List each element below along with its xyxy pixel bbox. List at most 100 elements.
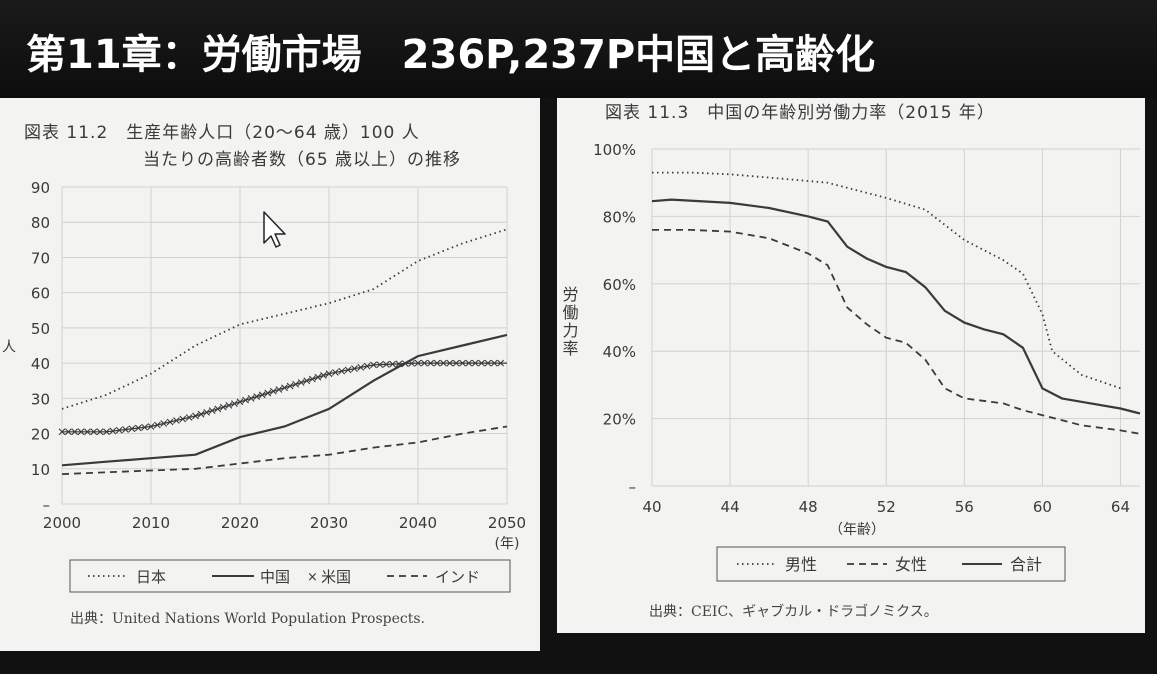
figure-11-3-caption: 図表 11.3 中国の年齢別労働力率（2015 年） bbox=[605, 103, 995, 123]
legend-label: 日本 bbox=[136, 568, 166, 586]
series-cross-marker-2 bbox=[214, 405, 222, 413]
x-axis-label: (年) bbox=[495, 536, 520, 552]
series-cross-marker-2 bbox=[225, 401, 233, 409]
series-cross-marker-2 bbox=[286, 382, 294, 390]
x-tick-label: 2000 bbox=[43, 514, 81, 532]
series-line-3 bbox=[61, 425, 508, 475]
y-tick-label: – bbox=[629, 478, 637, 496]
series-cross-marker-2 bbox=[465, 359, 473, 367]
series-cross-marker-2 bbox=[192, 412, 199, 420]
series-cross-marker-2 bbox=[84, 428, 91, 436]
series-cross-marker-2 bbox=[427, 359, 435, 367]
series-cross-marker-2 bbox=[253, 393, 261, 400]
series-cross-marker-2 bbox=[401, 360, 409, 368]
series-cross-marker-2 bbox=[275, 386, 283, 393]
series-cross-marker-2 bbox=[90, 428, 98, 436]
series-cross-marker-2 bbox=[292, 380, 300, 388]
series-cross-marker-2 bbox=[166, 418, 174, 426]
series-cross-marker-2 bbox=[197, 410, 205, 418]
slide-title: 第11章：労働市場 236P,237P中国と高齢化 bbox=[26, 32, 876, 78]
y-tick-label: 30 bbox=[31, 390, 50, 408]
x-tick-label: 44 bbox=[721, 498, 740, 516]
x-tick-label: 2050 bbox=[488, 514, 526, 532]
series-cross-marker-2 bbox=[325, 370, 333, 378]
legend-label: 男性 bbox=[785, 555, 817, 574]
y-tick-label: 80 bbox=[31, 214, 50, 232]
series-cross-marker-2 bbox=[414, 359, 422, 367]
mouse-cursor-icon bbox=[263, 211, 286, 248]
legend-box bbox=[716, 546, 1066, 582]
series-cross-marker-2 bbox=[71, 428, 79, 436]
figure-11-2-source: 出典：United Nations World Population Prosp… bbox=[70, 611, 426, 627]
legend-box bbox=[69, 559, 511, 593]
series-cross-marker-2 bbox=[103, 428, 110, 436]
y-tick-label: 20 bbox=[31, 426, 50, 444]
y-tick-label: 90 bbox=[31, 179, 50, 197]
y-tick-label: 80% bbox=[603, 208, 636, 226]
series-cross-marker-2 bbox=[281, 384, 288, 392]
series-line-1 bbox=[61, 333, 508, 467]
figure-11-2-caption-line1: 図表 11.2 生産年齢人口（20～64 歳）100 人 bbox=[24, 123, 420, 143]
y-tick-label: 20% bbox=[603, 411, 636, 429]
series-cross-marker-2 bbox=[231, 400, 238, 408]
x-tick-label: 64 bbox=[1111, 498, 1130, 516]
series-cross-marker-2 bbox=[236, 398, 244, 406]
figure-11-2-caption-line2: 当たりの高齢者数（65 歳以上）の推移 bbox=[143, 150, 462, 170]
y-tick-label: 60 bbox=[31, 285, 50, 303]
series-cross-marker-2 bbox=[351, 365, 358, 373]
series-cross-marker-2 bbox=[109, 427, 117, 435]
series-cross-marker-2 bbox=[452, 359, 460, 367]
x-tick-label: 52 bbox=[877, 498, 896, 516]
x-tick-label: 56 bbox=[955, 498, 974, 516]
series-cross-marker-2 bbox=[314, 373, 322, 381]
series-cross-marker-2 bbox=[208, 407, 216, 415]
x-tick-label: 48 bbox=[799, 498, 818, 516]
series-cross-marker-2 bbox=[459, 359, 466, 367]
series-cross-marker-2 bbox=[446, 359, 454, 367]
x-tick-label: 2020 bbox=[221, 514, 259, 532]
series-cross-marker-2 bbox=[153, 421, 161, 429]
series-cross-marker-2 bbox=[344, 366, 352, 374]
series-cross-marker-2 bbox=[128, 425, 136, 433]
y-tick-label: 60% bbox=[603, 276, 636, 294]
series-cross-marker-2 bbox=[185, 414, 193, 421]
series-cross-marker-2 bbox=[357, 363, 365, 371]
series-line-2 bbox=[651, 198, 1141, 415]
series-cross-marker-2 bbox=[122, 426, 129, 433]
series-line-1 bbox=[652, 229, 1141, 435]
y-tick-label: 40% bbox=[603, 343, 636, 361]
series-cross-marker-2 bbox=[382, 360, 390, 368]
series-cross-marker-2 bbox=[64, 428, 72, 436]
figure-11-3-source: 出典：CEIC、ギャブカル・ドラゴノミクス。 bbox=[649, 604, 938, 620]
x-axis-label: （年齢） bbox=[829, 522, 885, 538]
series-cross-marker-2 bbox=[338, 367, 346, 375]
series-cross-marker-2 bbox=[420, 359, 428, 367]
series-cross-marker-2 bbox=[173, 417, 180, 424]
series-cross-marker-2 bbox=[58, 428, 66, 436]
legend-label: 中国 bbox=[260, 568, 290, 586]
series-cross-marker-2 bbox=[77, 428, 85, 436]
series-cross-marker-2 bbox=[219, 403, 227, 411]
series-cross-marker-2 bbox=[478, 359, 485, 367]
series-cross-marker-2 bbox=[96, 428, 104, 436]
series-cross-marker-2 bbox=[408, 359, 416, 367]
legend-marker-cross: × bbox=[307, 570, 318, 585]
series-cross-marker-2 bbox=[331, 369, 339, 376]
figure-11-3-panel: 図表 11.3 中国の年齢別労働力率（2015 年） – 20% 40% 60% 80%… bbox=[557, 98, 1145, 633]
series-line-0 bbox=[61, 228, 508, 410]
series-line-2 bbox=[62, 362, 507, 433]
figure-11-2-panel: 図表 11.2 生産年齢人口（20～64 歳）100 人 当たりの高齢者数（65… bbox=[0, 98, 540, 651]
series-cross-marker-2 bbox=[134, 424, 142, 432]
x-tick-label: 2010 bbox=[132, 514, 170, 532]
series-cross-marker-2 bbox=[258, 391, 266, 399]
series-cross-marker-2 bbox=[242, 396, 249, 404]
series-cross-marker-2 bbox=[303, 377, 311, 385]
series-cross-marker-2 bbox=[264, 389, 272, 397]
y-tick-label: 50 bbox=[31, 320, 50, 338]
series-cross-marker-2 bbox=[433, 359, 441, 367]
y-tick-label: 40 bbox=[31, 355, 50, 373]
series-cross-marker-2 bbox=[471, 359, 479, 367]
series-cross-marker-2 bbox=[160, 420, 168, 427]
legend-label: 米国 bbox=[321, 568, 351, 586]
